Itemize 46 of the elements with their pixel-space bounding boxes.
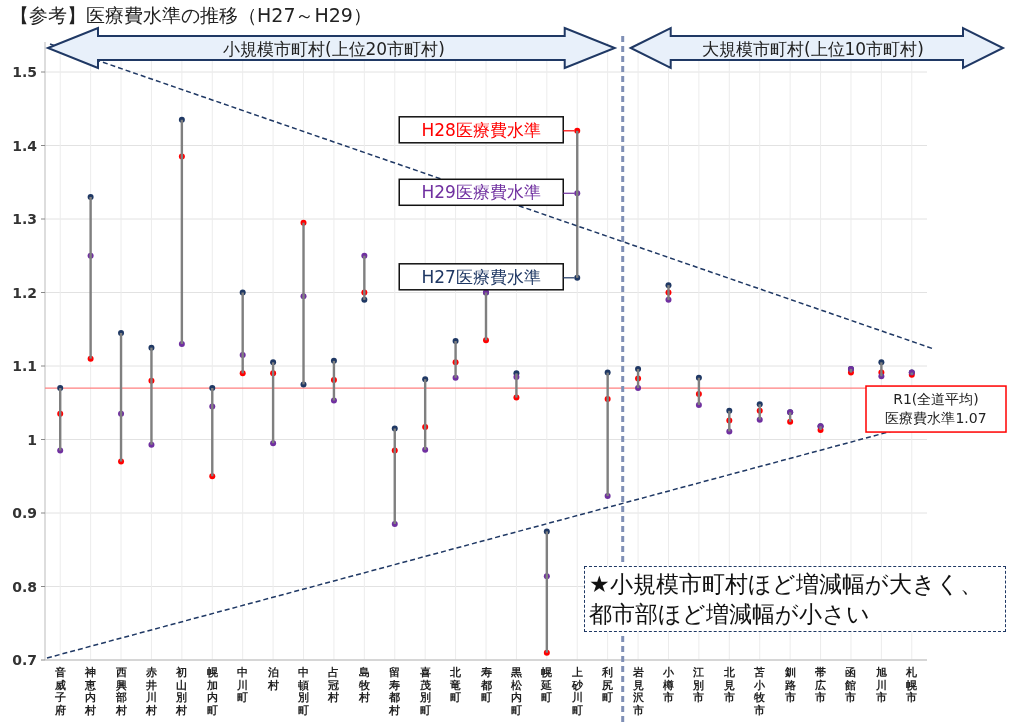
y-tick-label: 0.7 xyxy=(12,652,37,668)
x-tick-label: 赤井川村 xyxy=(144,666,157,716)
annotation: ★小規模市町村ほど増減幅が大きく、都市部ほど増減幅が小さい xyxy=(584,566,1006,632)
x-tick-label: 初山別村 xyxy=(175,666,188,716)
x-tick-label: 喜茂別町 xyxy=(418,666,431,716)
y-tick-label: 1 xyxy=(27,431,37,448)
x-tick-label: 神恵内村 xyxy=(84,666,98,716)
chart-title: 【参考】医療費水準の推移（H27～H29） xyxy=(10,4,372,26)
x-tick-label: 江別市 xyxy=(692,666,705,703)
x-tick-label: 西興部村 xyxy=(114,666,127,716)
text: 大規模市町村(上位10市町村) xyxy=(701,39,924,59)
text: 小規模市町村(上位20市町村) xyxy=(222,39,445,59)
x-tick-label: 寿都町 xyxy=(479,666,492,703)
annotation: H28医療費水準 xyxy=(421,119,541,140)
x-tick-label: 黒松内町 xyxy=(509,666,523,716)
y-tick-label: 1.2 xyxy=(12,284,37,301)
annotation: H27医療費水準 xyxy=(421,266,541,287)
x-tick-label: 占冠村 xyxy=(327,666,340,703)
y-tick-label: 1.5 xyxy=(12,64,37,80)
x-tick-label: 音威子府 xyxy=(53,666,66,716)
annotation: H29医療費水準 xyxy=(421,182,541,203)
x-tick-label: 小樽市 xyxy=(661,666,675,703)
x-tick-label: 北竜町 xyxy=(449,666,463,703)
x-tick-label: 中頓別町 xyxy=(297,666,310,716)
x-tick-label: 幌加内町 xyxy=(205,666,219,716)
x-tick-label: 釧路市 xyxy=(783,666,796,703)
x-tick-label: 上砂川町 xyxy=(570,666,584,716)
ref-line-label: R1(全道平均) 医療費水準1.07 xyxy=(885,391,987,427)
x-tick-label: 旭川市 xyxy=(874,666,887,703)
x-tick-label: 苫小牧市 xyxy=(753,666,767,716)
y-tick-label: 0.9 xyxy=(12,505,37,521)
x-tick-label: 留寿都村 xyxy=(388,666,401,716)
y-tick-label: 1.3 xyxy=(12,211,37,227)
x-tick-label: 中川町 xyxy=(236,666,249,703)
x-tick-label: 島牧村 xyxy=(357,666,371,703)
x-tick-label: 泊村 xyxy=(266,666,279,691)
x-tick-label: 北見市 xyxy=(722,666,736,703)
x-tick-label: 幌延町 xyxy=(540,666,554,703)
x-tick-label: 帯広市 xyxy=(814,666,827,703)
x-tick-label: 岩見沢市 xyxy=(631,666,645,716)
y-tick-label: 1.1 xyxy=(12,358,37,374)
y-tick-label: 0.8 xyxy=(12,578,37,595)
x-tick-label: 函館市 xyxy=(844,666,857,703)
y-tick-label: 1.4 xyxy=(12,137,38,154)
x-tick-label: 札幌市 xyxy=(905,666,919,703)
x-tick-label: 利尻町 xyxy=(601,666,614,703)
